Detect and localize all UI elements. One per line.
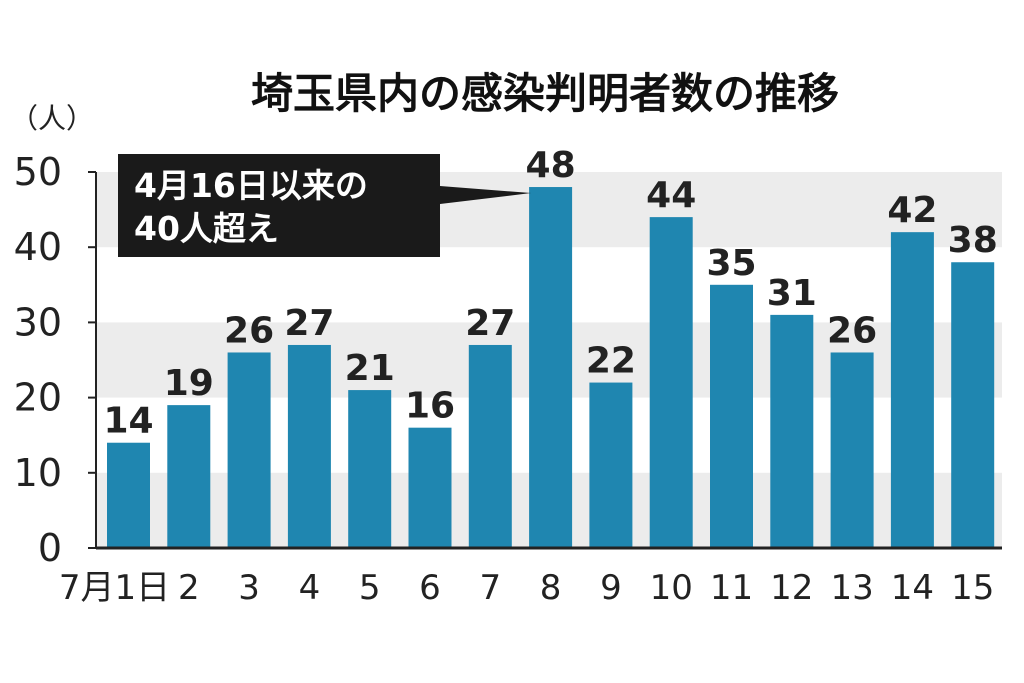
bar xyxy=(408,427,452,548)
y-axis-ticks: 0 10 20 30 40 50 xyxy=(14,150,96,570)
chart-title: 埼玉県内の感染判明者数の推移 xyxy=(251,69,839,118)
data-label: 31 xyxy=(767,273,817,314)
x-tick-label: 12 xyxy=(770,568,813,608)
x-tick-label: 2 xyxy=(178,568,200,608)
data-label: 35 xyxy=(706,243,756,284)
x-tick-label: 7 xyxy=(479,568,501,608)
bar xyxy=(227,352,271,548)
y-axis-unit: （人） xyxy=(10,102,94,135)
bar xyxy=(649,217,693,548)
x-tick-label: 13 xyxy=(830,568,873,608)
data-label: 16 xyxy=(405,386,455,427)
data-label: 48 xyxy=(526,145,576,186)
bar xyxy=(287,344,331,548)
annotation-callout: 4月16日以来の 40人超え xyxy=(118,154,532,257)
x-axis-ticks: 7月1日 2 3 4 5 6 7 8 9 10 11 12 13 14 15 xyxy=(59,568,994,608)
bar xyxy=(468,344,512,548)
x-tick-label: 11 xyxy=(710,568,753,608)
bars xyxy=(107,187,995,549)
x-tick-label: 3 xyxy=(238,568,260,608)
bar xyxy=(890,232,934,548)
bar xyxy=(107,442,150,548)
x-tick-label: 6 xyxy=(419,568,441,608)
bar xyxy=(167,405,211,548)
callout-line-1: 4月16日以来の xyxy=(134,166,368,205)
bar xyxy=(710,284,753,548)
y-tick-label: 50 xyxy=(14,150,62,194)
x-tick-label: 14 xyxy=(891,568,934,608)
x-tick-label: 4 xyxy=(299,568,321,608)
data-label: 38 xyxy=(948,220,998,261)
data-label: 26 xyxy=(827,310,877,351)
x-tick-label: 15 xyxy=(951,568,994,608)
x-tick-label: 5 xyxy=(359,568,381,608)
x-tick-label: 10 xyxy=(650,568,693,608)
data-label: 22 xyxy=(586,341,636,382)
bar xyxy=(830,352,874,548)
x-tick-label: 9 xyxy=(600,568,622,608)
data-label: 14 xyxy=(103,401,153,442)
bar xyxy=(529,187,573,549)
data-label: 27 xyxy=(465,303,515,344)
data-label: 27 xyxy=(284,303,334,344)
x-tick-label: 8 xyxy=(540,568,562,608)
data-label: 44 xyxy=(646,175,696,216)
data-label: 42 xyxy=(887,190,937,231)
y-tick-label: 40 xyxy=(14,225,62,269)
data-label: 26 xyxy=(224,310,274,351)
callout-line-2: 40人超え xyxy=(134,209,279,248)
y-tick-label: 30 xyxy=(14,300,62,344)
y-tick-label: 10 xyxy=(14,451,62,495)
y-tick-label: 0 xyxy=(38,526,62,570)
data-label: 21 xyxy=(345,348,395,389)
y-tick-label: 20 xyxy=(14,376,62,420)
bar xyxy=(770,314,814,548)
bar xyxy=(589,382,633,548)
data-label: 19 xyxy=(164,363,214,404)
callout-box xyxy=(118,154,532,257)
x-tick-label: 7月1日 xyxy=(59,568,170,608)
bar xyxy=(951,262,995,548)
bar xyxy=(348,390,392,548)
